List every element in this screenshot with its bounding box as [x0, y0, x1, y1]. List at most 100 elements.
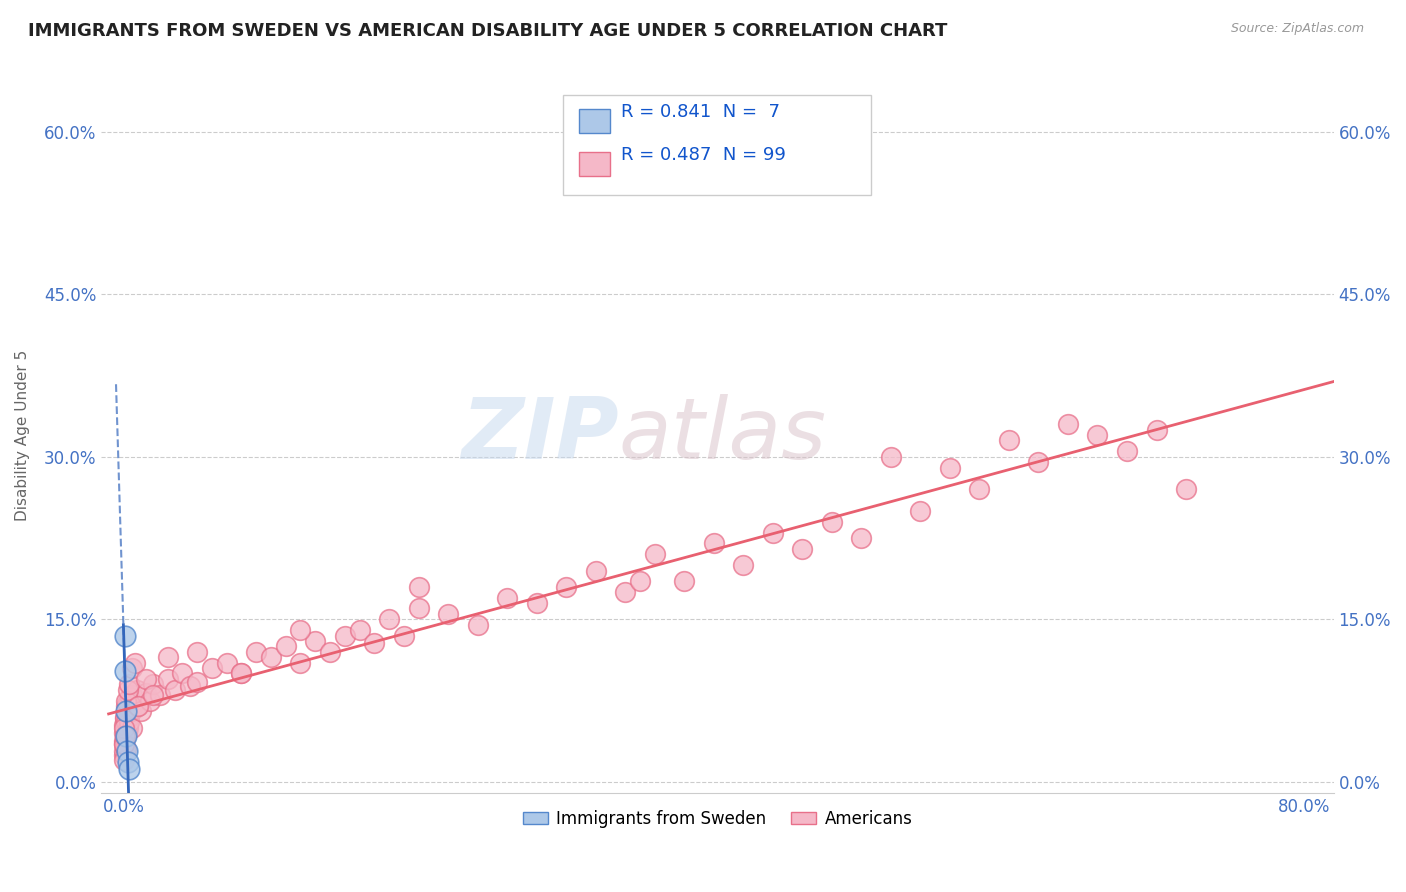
Point [673, 574, 696, 589]
Point [114, 723, 136, 737]
Point [124, 701, 146, 715]
Point [392, 628, 415, 642]
Point [117, 756, 139, 770]
Point [118, 677, 141, 691]
Point [142, 677, 165, 691]
Point [125, 682, 148, 697]
Text: IMMIGRANTS FROM SWEDEN VS AMERICAN DISABILITY AGE UNDER 5 CORRELATION CHART: IMMIGRANTS FROM SWEDEN VS AMERICAN DISAB… [28, 22, 948, 40]
Point [115, 698, 138, 713]
Point [614, 585, 637, 599]
Point [821, 515, 844, 529]
Point [114, 628, 136, 642]
Point [319, 645, 342, 659]
Point [644, 547, 666, 561]
Point [231, 666, 253, 681]
Point [112, 726, 135, 740]
Point [290, 623, 312, 637]
Point [585, 564, 607, 578]
Point [114, 705, 136, 719]
Point [349, 623, 371, 637]
Point [115, 715, 138, 730]
Point [703, 536, 725, 550]
Point [135, 686, 157, 700]
Point [115, 729, 138, 743]
Point [115, 701, 138, 715]
Point [201, 661, 224, 675]
Point [304, 634, 326, 648]
Point [1087, 428, 1109, 442]
Text: R = 0.487  N = 99: R = 0.487 N = 99 [621, 145, 786, 164]
Point [880, 450, 903, 464]
Point [733, 558, 755, 573]
Point [939, 460, 962, 475]
Point [135, 672, 157, 686]
Point [245, 645, 267, 659]
Point [186, 645, 208, 659]
Point [121, 721, 143, 735]
Point [124, 656, 146, 670]
Point [179, 680, 201, 694]
Point [118, 715, 141, 730]
FancyBboxPatch shape [579, 109, 610, 133]
Point [1146, 423, 1168, 437]
Point [121, 688, 143, 702]
Point [1028, 455, 1050, 469]
Text: atlas: atlas [619, 393, 827, 476]
Point [260, 650, 283, 665]
Point [112, 747, 135, 762]
Point [117, 693, 139, 707]
Point [156, 672, 179, 686]
Point [115, 744, 138, 758]
Point [408, 601, 430, 615]
Point [114, 742, 136, 756]
Point [1175, 482, 1198, 496]
Point [910, 504, 932, 518]
Point [792, 541, 814, 556]
Point [112, 744, 135, 758]
Point [274, 640, 297, 654]
Point [115, 726, 138, 740]
Point [998, 434, 1021, 448]
Point [555, 580, 578, 594]
Point [114, 705, 136, 719]
Point [112, 733, 135, 747]
Legend: Immigrants from Sweden, Americans: Immigrants from Sweden, Americans [516, 803, 920, 834]
Point [762, 525, 785, 540]
Point [851, 531, 873, 545]
Point [112, 718, 135, 732]
Point [378, 612, 401, 626]
FancyBboxPatch shape [564, 95, 872, 195]
Point [114, 729, 136, 743]
Point [408, 580, 430, 594]
Point [127, 698, 149, 713]
Text: ZIP: ZIP [461, 393, 619, 476]
Point [156, 650, 179, 665]
Point [117, 762, 139, 776]
Point [467, 617, 489, 632]
Point [290, 656, 312, 670]
Point [112, 721, 135, 735]
Point [496, 591, 519, 605]
Text: Source: ZipAtlas.com: Source: ZipAtlas.com [1230, 22, 1364, 36]
Point [122, 697, 145, 711]
Point [1057, 417, 1080, 432]
Point [129, 705, 152, 719]
FancyBboxPatch shape [579, 152, 610, 176]
Point [127, 698, 149, 713]
Point [628, 574, 651, 589]
Point [117, 682, 139, 697]
Point [112, 737, 135, 751]
Point [120, 705, 142, 719]
Point [114, 740, 136, 755]
Point [114, 731, 136, 746]
Point [333, 628, 356, 642]
Point [163, 682, 186, 697]
Point [149, 688, 172, 702]
Point [526, 596, 548, 610]
Point [142, 688, 165, 702]
Point [437, 607, 460, 621]
Point [121, 661, 143, 675]
Point [363, 636, 385, 650]
Point [114, 665, 136, 679]
Point [117, 721, 139, 735]
